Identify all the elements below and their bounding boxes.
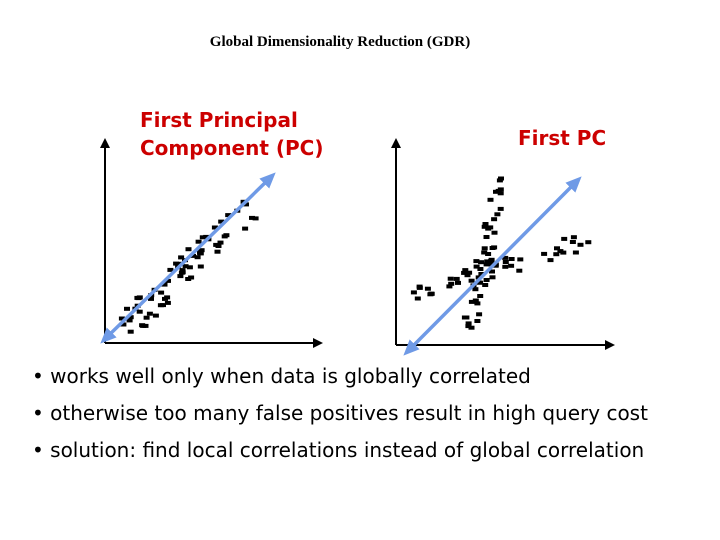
data-point [158,290,165,295]
data-point [473,259,480,264]
right-scatter-points [410,176,592,330]
data-point [483,235,490,239]
data-point [570,235,577,240]
data-point [541,251,548,256]
data-point [569,240,576,244]
data-point [468,278,475,283]
data-point [495,188,502,193]
data-point [489,275,496,280]
data-point [157,303,164,308]
data-point [217,240,224,245]
data-point [424,286,431,291]
data-point [142,323,149,328]
data-point [476,312,483,317]
data-point [491,230,498,235]
data-point [455,280,461,285]
data-point [143,315,150,320]
data-point [557,249,564,254]
data-point [164,300,171,305]
bullet-item: • works well only when data is globally … [32,364,531,388]
data-point [472,287,479,292]
data-point [146,311,153,316]
data-point [453,276,460,281]
data-point [221,234,228,239]
bullet-list: • works well only when data is globally … [32,360,648,471]
right-pc-arrow [403,176,582,356]
data-point [463,315,470,320]
left-pc-label: First Principal Component (PC) [140,108,324,160]
data-point [481,246,488,251]
data-point [508,263,515,268]
data-point [497,206,504,211]
data-point [585,240,592,245]
data-point [127,329,134,334]
data-point [447,276,454,281]
data-point [162,296,168,301]
data-point [483,278,490,282]
data-point [152,313,159,318]
data-point [173,261,180,266]
data-point [494,212,501,217]
data-point [482,222,489,226]
data-point [487,197,494,202]
data-point [185,247,192,252]
data-point [179,268,186,273]
data-point [474,301,481,306]
data-point [547,258,554,263]
data-point [474,319,481,323]
data-point [416,284,423,289]
data-point [473,264,480,269]
data-point [502,260,509,264]
data-point [464,273,471,278]
slide-title: Global Dimensionality Reduction (GDR) [209,34,471,50]
data-point [577,242,584,247]
data-point [428,291,435,296]
data-point [517,257,524,262]
data-point [188,275,195,280]
bullet-item: • solution: find local correlations inst… [32,438,645,462]
bullet-item: • otherwise too many false positives res… [32,401,648,425]
data-point [491,217,498,222]
data-point [502,264,509,269]
data-point [214,249,221,254]
data-point [516,268,523,273]
data-point [410,290,417,295]
data-point [496,178,503,183]
data-point [491,245,498,250]
data-point [195,239,202,244]
data-point [197,264,204,269]
data-point [508,257,515,261]
data-point [448,281,455,286]
right-pc-label: First PC [518,126,607,150]
data-point [242,226,249,231]
data-point [249,215,255,220]
data-point [414,296,421,301]
data-point [124,306,130,311]
left-scatter-points [118,199,259,334]
left-pc-arrow [100,172,276,344]
data-point [561,236,568,241]
data-point [136,309,143,314]
data-point [465,324,472,329]
data-point [572,250,579,255]
data-point [134,295,141,300]
data-point [477,294,484,298]
data-point [488,257,495,262]
data-point [197,251,204,256]
data-point [481,250,488,255]
data-point [178,255,185,260]
